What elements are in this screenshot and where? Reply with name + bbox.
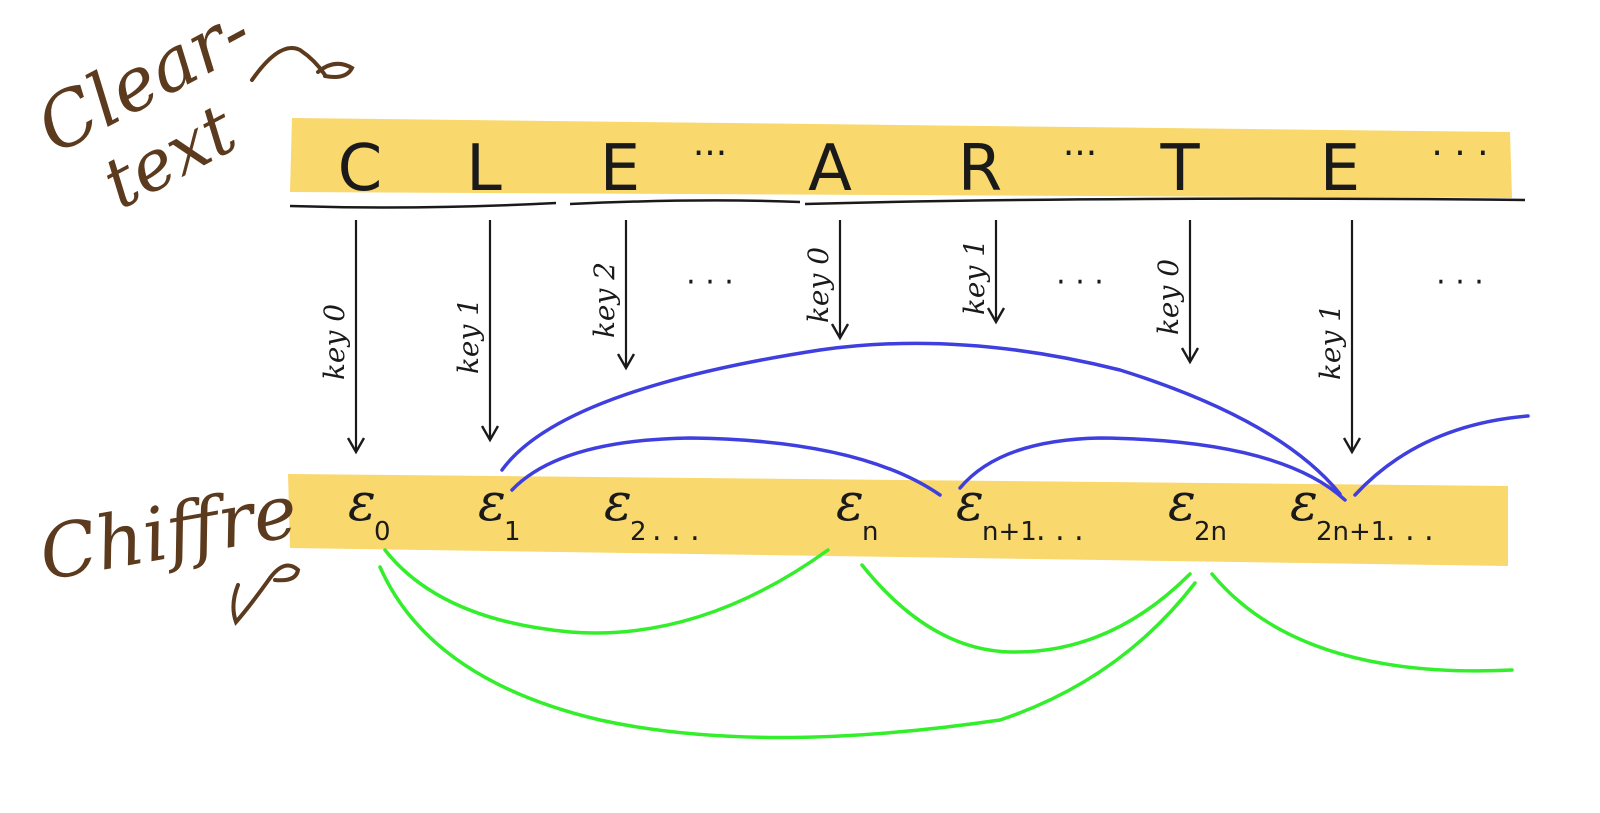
cleartext-pointer-arrow bbox=[252, 48, 352, 80]
cipher-letter-base: ε bbox=[836, 473, 864, 533]
cipher-ellipsis: . . . bbox=[1386, 513, 1434, 548]
green-arc-e0-to-e2n bbox=[380, 567, 1195, 738]
key-label: key 0 bbox=[802, 247, 835, 323]
cipher-letter-subscript: 2n+1 bbox=[1316, 517, 1387, 547]
cipher-letter-base: ε bbox=[478, 473, 506, 533]
cleartext-letter: L bbox=[466, 132, 502, 206]
key-arrows: key 0 key 1 key 2 · · · key 0 key 1 · · · key 0… bbox=[318, 220, 1484, 452]
green-arc-e0-to-en bbox=[385, 550, 828, 633]
cleartext-letter: E bbox=[600, 132, 640, 206]
cleartext-letter: E bbox=[1320, 132, 1360, 206]
cleartext-ellipsis: ··· bbox=[1063, 133, 1097, 174]
green-arc-e2n-continuation bbox=[1212, 574, 1512, 671]
key-ellipsis: · · · bbox=[686, 265, 734, 300]
cleartext-ellipsis: ··· bbox=[693, 133, 727, 174]
cipher-letter-subscript: n bbox=[862, 517, 878, 547]
chiffre-pointer-arrow bbox=[233, 566, 298, 623]
cleartext-letter: R bbox=[958, 132, 1002, 206]
cipher-letter-subscript: 1 bbox=[504, 517, 521, 547]
cipher-letter-subscript: 2 bbox=[630, 517, 647, 547]
cipher-letter-base: ε bbox=[348, 473, 376, 533]
cipher-letter-subscript: 0 bbox=[374, 517, 391, 547]
cipher-ellipsis: . . . bbox=[1036, 513, 1084, 548]
cleartext-letter: T bbox=[1159, 132, 1200, 206]
key-label: key 0 bbox=[318, 304, 351, 380]
key-label: key 1 bbox=[1314, 304, 1347, 380]
blue-arc-e2n1-continuation bbox=[1355, 416, 1528, 495]
key-ellipsis: · · · bbox=[1436, 265, 1484, 300]
cleartext-letter: A bbox=[808, 132, 852, 206]
key-label: key 1 bbox=[958, 239, 991, 315]
cipher-letter-subscript: 2n bbox=[1194, 517, 1227, 547]
cipher-letter-base: ε bbox=[604, 473, 632, 533]
cipher-letter-base: ε bbox=[956, 473, 984, 533]
key-label: key 0 bbox=[1152, 259, 1185, 335]
cipher-ellipsis: . . . bbox=[652, 513, 700, 548]
cipher-letter-base: ε bbox=[1290, 473, 1318, 533]
cleartext-letter: C bbox=[338, 132, 383, 206]
key-label: key 2 bbox=[588, 262, 621, 338]
cleartext-ellipsis: · · · bbox=[1431, 133, 1488, 174]
key-label: key 1 bbox=[452, 298, 485, 374]
cipher-letter-base: ε bbox=[1168, 473, 1196, 533]
key-ellipsis: · · · bbox=[1056, 265, 1104, 300]
cipher-letter-subscript: n+1 bbox=[982, 517, 1037, 547]
chiffre-label: Chiffre bbox=[33, 468, 304, 598]
